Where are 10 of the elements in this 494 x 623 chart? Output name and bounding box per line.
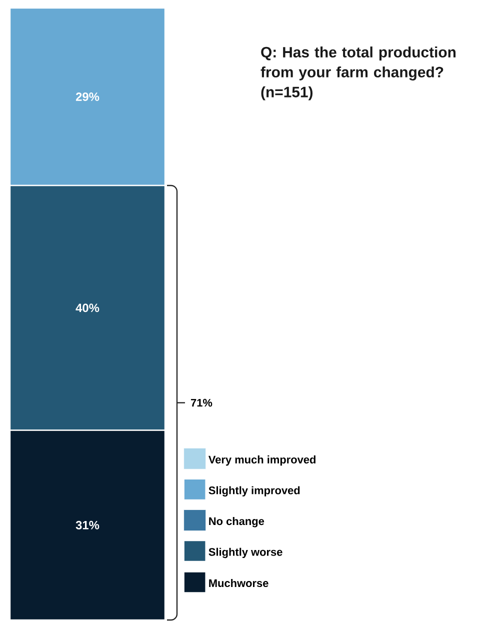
legend-label: No change	[209, 517, 264, 528]
data-label: 31%	[76, 520, 100, 530]
legend-label: Muchworse	[209, 579, 268, 588]
text: 71%	[191, 398, 212, 407]
text: Q: Has the total production from your farm changed? (n=151)	[260, 46, 456, 100]
legend-label: Slightly improved	[208, 486, 300, 496]
legend-label: Slightly worse	[208, 548, 282, 558]
legend-label: Very much improved	[208, 455, 316, 466]
data-label: 40%	[76, 304, 100, 312]
data-label: 29%	[76, 92, 100, 101]
